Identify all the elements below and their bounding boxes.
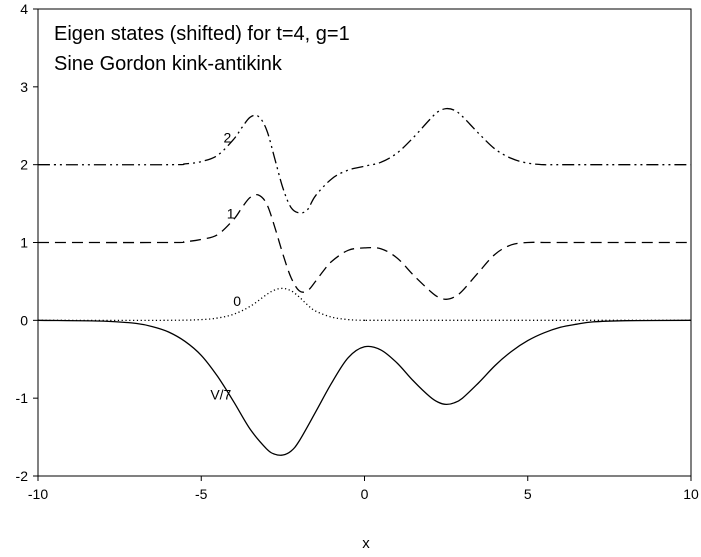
series-line-3	[37, 194, 691, 300]
x-tick-label: 0	[361, 486, 369, 502]
x-tick-label: -5	[195, 486, 208, 502]
series-line-2	[37, 287, 691, 322]
y-tick-label: 0	[20, 312, 28, 328]
series-label-1: V/7	[210, 386, 231, 402]
x-tick-label: 5	[524, 486, 532, 502]
y-tick-label: -1	[16, 390, 29, 406]
chart-title-line-2: Sine Gordon kink-antikink	[54, 53, 283, 75]
series-label-4: 2	[223, 129, 231, 145]
y-tick-label: -2	[16, 468, 29, 484]
series-line-1	[37, 319, 692, 456]
series-lines	[37, 107, 692, 456]
y-tick-label: 2	[20, 157, 28, 173]
series-label-2: 0	[233, 293, 241, 309]
y-tick-label: 3	[20, 79, 28, 95]
series-labels: V/7 0 1 2	[210, 129, 241, 402]
x-tick-label: -10	[28, 486, 48, 502]
series-label-3: 1	[227, 206, 235, 222]
x-axis-title: x	[362, 535, 370, 552]
series-line-4	[37, 107, 691, 214]
y-tick-label: 4	[20, 1, 28, 17]
y-tick-label: 1	[20, 235, 28, 251]
x-tick-label: 10	[683, 486, 699, 502]
chart-title-line-1: Eigen states (shifted) for t=4, g=1	[54, 23, 350, 45]
